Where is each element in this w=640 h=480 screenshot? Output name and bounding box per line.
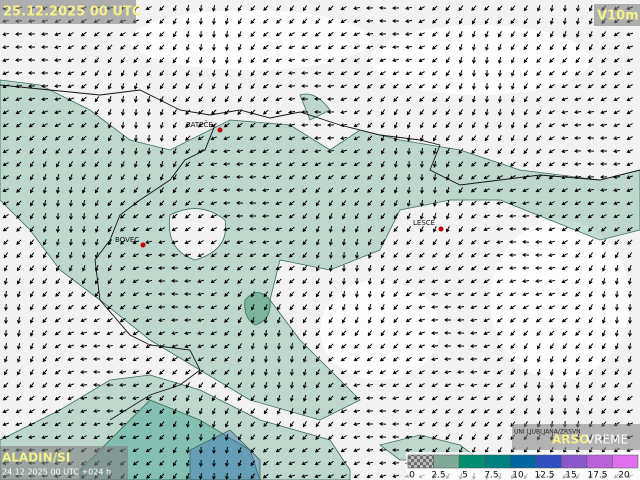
legend: 0 2.5 5 7.5 10 12.5 15 17.5 20: [407, 454, 639, 480]
legend-swatch: [407, 454, 434, 469]
datetime-box: [0, 0, 136, 24]
legend-tick-label: 5: [462, 471, 468, 480]
datetime: 25.12.2025 00 UTC: [3, 5, 141, 20]
place-label: LESCE: [413, 219, 435, 227]
field-box: [594, 4, 640, 26]
logo-vreme: VREME: [586, 433, 628, 447]
legend-swatch: [458, 454, 485, 469]
legend-swatch: [586, 454, 613, 469]
model-box: [0, 446, 128, 480]
place-label: BOVEC: [115, 236, 139, 244]
wind-shading: [0, 79, 640, 480]
legend-swatch: [561, 454, 588, 469]
legend-swatch: [612, 454, 639, 469]
legend-tick-label: 20: [618, 471, 630, 480]
terrain-relief: [130, 10, 630, 380]
model-run: 24.12.2025 00 UTC +024 h: [2, 468, 111, 477]
legend-swatch: [433, 454, 460, 469]
place-dot: [217, 127, 223, 133]
legend-tick-label: 2.5: [431, 471, 445, 480]
legend-tick-label: 7.5: [484, 471, 498, 480]
logo-arso: ARSO: [552, 433, 589, 447]
credit: UNI LJUBLJANA/ZRSVN: [514, 429, 581, 436]
legend-swatch: [509, 454, 537, 469]
place-dot: [140, 242, 146, 248]
legend-tick-label: 10: [512, 471, 524, 480]
legend-tick-label: 17.5: [587, 471, 607, 480]
field-name: V10m: [597, 9, 639, 24]
place-dot: [438, 226, 444, 232]
logo-box: [512, 424, 640, 450]
place-label: RATEČE: [186, 120, 213, 129]
legend-tick-label: 15: [565, 471, 576, 480]
place-markers: RATEČE BOVEC LESCE: [115, 120, 444, 248]
legend-tick-label: 0: [409, 471, 415, 480]
model-name: ALADIN/SI: [2, 451, 70, 465]
legend-swatch: [484, 454, 511, 469]
legend-swatch: [535, 454, 562, 469]
legend-tick-label: 12.5: [534, 471, 554, 480]
